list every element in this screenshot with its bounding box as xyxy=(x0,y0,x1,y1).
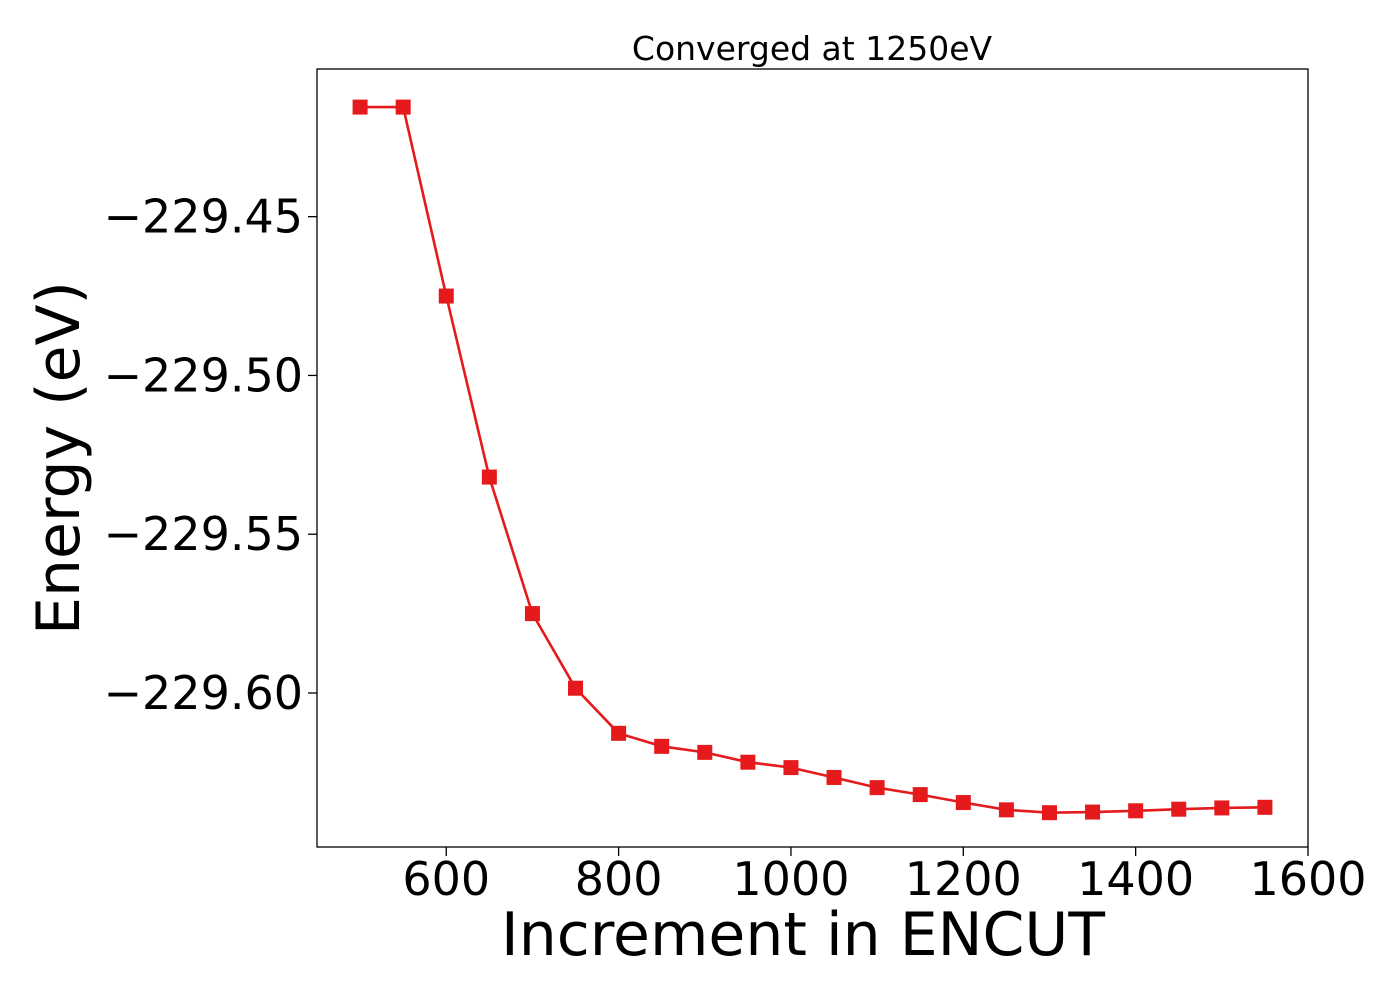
data-point xyxy=(912,787,928,803)
data-point xyxy=(1041,805,1057,821)
series-line xyxy=(360,105,1265,815)
y-tick-label: −229.45 xyxy=(104,190,304,244)
data-point xyxy=(611,725,627,741)
data-point xyxy=(783,760,799,776)
x-tick-label: 600 xyxy=(402,852,490,906)
data-point xyxy=(955,795,971,811)
data-point xyxy=(654,738,670,754)
x-tick-label: 1200 xyxy=(905,852,1022,906)
data-point xyxy=(524,606,540,622)
y-tick-label: −229.55 xyxy=(104,507,304,561)
data-point xyxy=(481,469,497,485)
data-point xyxy=(740,754,756,770)
data-point xyxy=(1171,801,1187,817)
data-point xyxy=(1257,799,1273,815)
data-point xyxy=(395,99,411,115)
data-point xyxy=(869,780,885,796)
x-axis-label: Increment in ENCUT xyxy=(501,900,1105,970)
y-tick-label: −229.60 xyxy=(104,666,304,720)
x-tick-label: 1000 xyxy=(732,852,849,906)
chart-title: Converged at 1250eV xyxy=(632,29,993,68)
data-point xyxy=(826,769,842,785)
series-layer xyxy=(352,99,1273,821)
data-point xyxy=(568,680,584,696)
x-tick-label: 1400 xyxy=(1077,852,1194,906)
y-axis: −229.45 −229.50 −229.55 −229.60 xyxy=(104,190,317,720)
data-point xyxy=(1085,804,1101,820)
data-point xyxy=(352,99,368,115)
data-point xyxy=(1214,800,1230,816)
data-point xyxy=(1128,803,1144,819)
y-tick-label: −229.50 xyxy=(104,348,304,402)
plot-area xyxy=(316,68,1309,848)
data-point xyxy=(438,288,454,304)
x-axis: 600 800 1000 1200 1400 1600 xyxy=(402,847,1367,906)
y-axis-label: Energy (eV) xyxy=(24,281,94,635)
x-tick-label: 1600 xyxy=(1249,852,1366,906)
x-tick-label: 800 xyxy=(575,852,663,906)
data-point xyxy=(998,802,1014,818)
data-point xyxy=(697,744,713,760)
